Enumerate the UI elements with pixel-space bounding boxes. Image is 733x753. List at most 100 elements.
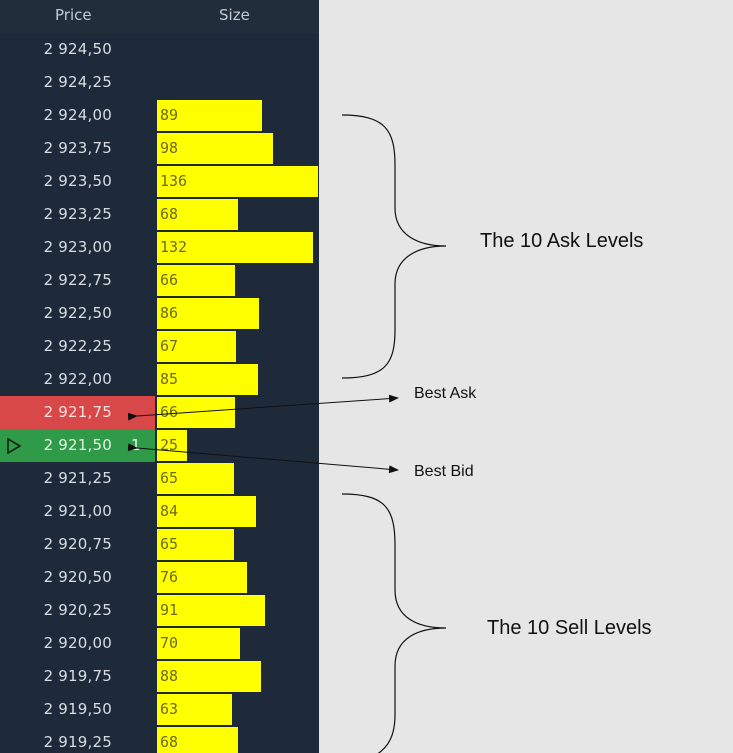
price-cell[interactable]: 2 922,00 bbox=[0, 363, 155, 396]
price-level-row[interactable]: 2 923,50 136 bbox=[0, 165, 319, 198]
size-bar bbox=[157, 529, 234, 560]
size-bar bbox=[157, 496, 256, 527]
price-value: 2 920,50 bbox=[43, 568, 112, 586]
size-value: 68 bbox=[160, 733, 179, 751]
price-cell[interactable]: 2 920,50 bbox=[0, 561, 155, 594]
price-level-row[interactable]: 2 922,00 85 bbox=[0, 363, 319, 396]
size-value: 85 bbox=[160, 370, 179, 388]
price-value: 2 924,25 bbox=[43, 73, 112, 91]
price-level-row[interactable]: 2 923,00 132 bbox=[0, 231, 319, 264]
price-cell[interactable]: 2 920,25 bbox=[0, 594, 155, 627]
price-cell[interactable]: 2 922,25 bbox=[0, 330, 155, 363]
price-value: 2 920,25 bbox=[43, 601, 112, 619]
price-cell[interactable]: 2 921,00 bbox=[0, 495, 155, 528]
price-cell[interactable]: 2 924,25 bbox=[0, 66, 155, 99]
best-bid-label: Best Bid bbox=[414, 463, 474, 480]
size-bar bbox=[157, 661, 261, 692]
price-value: 2 924,50 bbox=[43, 40, 112, 58]
price-level-row[interactable]: 2 921,00 84 bbox=[0, 495, 319, 528]
price-cell[interactable]: 2 920,00 bbox=[0, 627, 155, 660]
best-ask-arrow bbox=[127, 394, 399, 421]
price-value: 2 921,25 bbox=[43, 469, 112, 487]
price-level-row[interactable]: 2 922,25 67 bbox=[0, 330, 319, 363]
price-cell[interactable]: 2 920,75 bbox=[0, 528, 155, 561]
size-value: 70 bbox=[160, 634, 179, 652]
size-bar bbox=[157, 166, 318, 197]
size-value: 132 bbox=[160, 238, 188, 256]
size-value: 65 bbox=[160, 469, 179, 487]
size-bar bbox=[157, 331, 236, 362]
size-value: 66 bbox=[160, 271, 179, 289]
price-value: 2 922,75 bbox=[43, 271, 112, 289]
price-cell[interactable]: 2 923,50 bbox=[0, 165, 155, 198]
price-value: 2 923,00 bbox=[43, 238, 112, 256]
size-column-header: Size bbox=[219, 6, 250, 24]
price-cell[interactable]: 2 923,00 bbox=[0, 231, 155, 264]
price-value: 2 923,50 bbox=[43, 172, 112, 190]
price-level-row[interactable]: 2 920,00 70 bbox=[0, 627, 319, 660]
price-cell[interactable]: 2 919,25 bbox=[0, 726, 155, 753]
size-value: 63 bbox=[160, 700, 179, 718]
price-level-row[interactable]: 2 924,00 89 bbox=[0, 99, 319, 132]
price-level-row[interactable]: 2 923,75 98 bbox=[0, 132, 319, 165]
price-level-row[interactable]: 2 919,50 63 bbox=[0, 693, 319, 726]
size-value: 88 bbox=[160, 667, 179, 685]
price-column-header: Price bbox=[55, 6, 92, 24]
size-value: 84 bbox=[160, 502, 179, 520]
size-bar bbox=[157, 727, 238, 753]
size-value: 136 bbox=[160, 172, 188, 190]
size-bar bbox=[157, 562, 247, 593]
size-bar bbox=[157, 133, 273, 164]
price-value: 2 919,25 bbox=[43, 733, 112, 751]
price-value: 2 922,50 bbox=[43, 304, 112, 322]
size-bar bbox=[157, 694, 232, 725]
price-level-row[interactable]: 2 924,50 bbox=[0, 33, 319, 66]
size-value: 67 bbox=[160, 337, 179, 355]
sell-levels-label: The 10 Sell Levels bbox=[487, 617, 652, 639]
size-bar bbox=[157, 265, 235, 296]
price-value: 2 920,75 bbox=[43, 535, 112, 553]
price-level-row[interactable]: 2 920,75 65 bbox=[0, 528, 319, 561]
price-cell[interactable]: 2 921,25 bbox=[0, 462, 155, 495]
size-bar bbox=[157, 298, 259, 329]
price-value: 2 919,75 bbox=[43, 667, 112, 685]
price-cell[interactable]: 2 923,25 bbox=[0, 198, 155, 231]
price-level-row[interactable]: 2 919,75 88 bbox=[0, 660, 319, 693]
price-value: 2 923,25 bbox=[43, 205, 112, 223]
price-level-row[interactable]: 2 923,25 68 bbox=[0, 198, 319, 231]
size-bar bbox=[157, 232, 313, 263]
price-cell[interactable]: 2 919,75 bbox=[0, 660, 155, 693]
size-value: 89 bbox=[160, 106, 179, 124]
price-value: 2 921,75 bbox=[43, 403, 112, 421]
price-level-row[interactable]: 2 922,75 66 bbox=[0, 264, 319, 297]
price-cell[interactable]: 2 924,00 bbox=[0, 99, 155, 132]
price-value: 2 922,00 bbox=[43, 370, 112, 388]
price-cell[interactable]: 2 922,50 bbox=[0, 297, 155, 330]
price-value: 2 923,75 bbox=[43, 139, 112, 157]
ask-levels-label: The 10 Ask Levels bbox=[480, 230, 644, 252]
price-cell[interactable]: 2 924,50 bbox=[0, 33, 155, 66]
size-value: 86 bbox=[160, 304, 179, 322]
size-bar bbox=[157, 628, 240, 659]
price-level-row[interactable]: 2 924,25 bbox=[0, 66, 319, 99]
price-value: 2 921,50 bbox=[43, 436, 112, 454]
price-level-row[interactable]: 2 920,25 91 bbox=[0, 594, 319, 627]
price-value: 2 922,25 bbox=[43, 337, 112, 355]
price-level-row[interactable]: 2 919,25 68 bbox=[0, 726, 319, 753]
price-value: 2 920,00 bbox=[43, 634, 112, 652]
price-value: 2 919,50 bbox=[43, 700, 112, 718]
price-value: 2 921,00 bbox=[43, 502, 112, 520]
price-cell[interactable]: 2 919,50 bbox=[0, 693, 155, 726]
ladder-header: Price Size bbox=[0, 0, 319, 33]
price-level-row[interactable]: 2 922,50 86 bbox=[0, 297, 319, 330]
price-ladder: Price Size 2 924,50 2 924,25 2 924,00 89 2 9… bbox=[0, 0, 319, 753]
price-cell[interactable]: 2 923,75 bbox=[0, 132, 155, 165]
size-bar bbox=[157, 595, 265, 626]
ask-levels-brace bbox=[341, 114, 447, 379]
size-value: 76 bbox=[160, 568, 179, 586]
price-level-row[interactable]: 2 920,50 76 bbox=[0, 561, 319, 594]
best-bid-arrow bbox=[127, 443, 399, 474]
price-cell[interactable]: 2 922,75 bbox=[0, 264, 155, 297]
price-value: 2 924,00 bbox=[43, 106, 112, 124]
